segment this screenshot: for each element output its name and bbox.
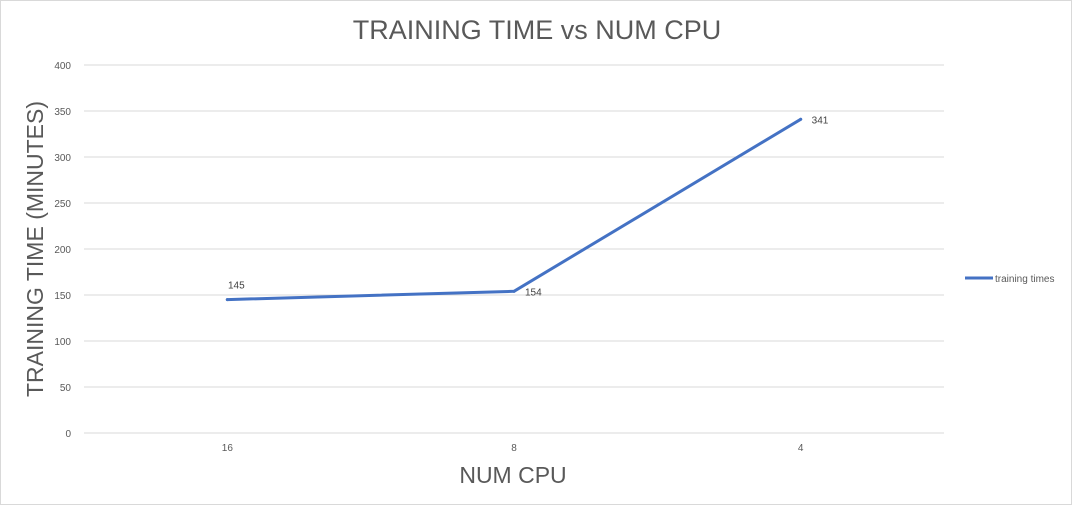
data-point xyxy=(225,298,229,302)
data-point xyxy=(799,117,803,121)
x-tick-label: 4 xyxy=(798,443,804,454)
y-tick-label: 350 xyxy=(54,107,71,118)
y-tick-label: 150 xyxy=(54,291,71,302)
gridlines xyxy=(84,64,944,434)
y-tick-label: 50 xyxy=(60,383,72,394)
y-tick-label: 400 xyxy=(54,61,71,72)
data-label: 154 xyxy=(525,287,542,298)
y-tick-label: 100 xyxy=(54,337,71,348)
x-axis-ticks: 16 8 4 xyxy=(222,443,804,454)
series-layer xyxy=(225,117,803,302)
legend: training times xyxy=(965,274,1054,285)
x-tick-label: 16 xyxy=(222,443,234,454)
series-line xyxy=(225,117,803,302)
x-axis-title: NUM CPU xyxy=(459,462,566,488)
x-tick-label: 8 xyxy=(511,443,517,454)
data-labels: 145 154 341 xyxy=(228,115,829,298)
legend-label: training times xyxy=(995,274,1054,285)
chart-title: TRAINING TIME vs NUM CPU xyxy=(353,15,722,45)
data-label: 145 xyxy=(228,281,245,292)
data-label: 341 xyxy=(812,115,829,126)
y-tick-label: 200 xyxy=(54,245,71,256)
y-axis-ticks: 0 50 100 150 200 250 300 350 400 xyxy=(54,61,71,440)
y-tick-label: 300 xyxy=(54,153,71,164)
data-point xyxy=(512,289,516,293)
y-tick-label: 250 xyxy=(54,199,71,210)
y-axis-title: TRAINING TIME (MINUTES) xyxy=(22,101,48,397)
y-tick-label: 0 xyxy=(65,429,71,440)
